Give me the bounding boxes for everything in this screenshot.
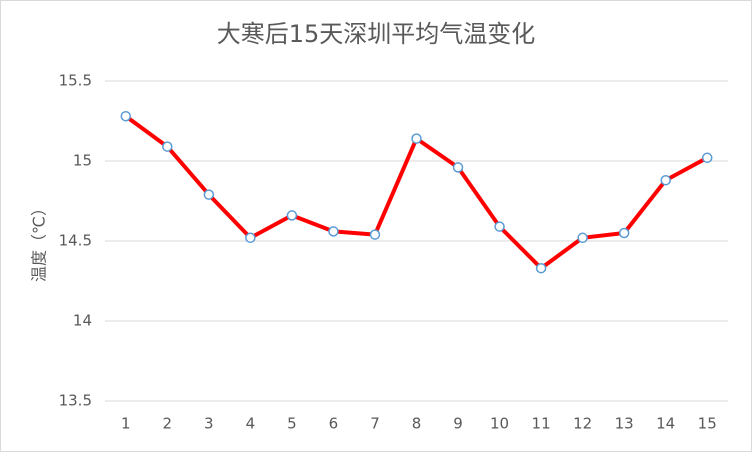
x-tick-label: 15 (698, 415, 717, 433)
marker (369, 229, 381, 240)
marker (162, 141, 173, 152)
x-tick-label: 2 (163, 415, 173, 433)
x-tick-label: 14 (656, 415, 675, 433)
x-tick-label: 4 (246, 415, 256, 433)
y-tick-label: 15.5 (59, 72, 92, 90)
x-tick-label: 1 (121, 415, 131, 433)
x-tick-label: 6 (329, 415, 339, 433)
marker (577, 232, 588, 244)
marker (120, 110, 132, 122)
marker (660, 174, 671, 186)
chart-title: 大寒后15天深圳平均气温变化 (217, 20, 536, 48)
x-tick-label: 3 (204, 415, 214, 433)
y-tick-label: 14 (73, 312, 92, 330)
marker (411, 133, 422, 144)
x-tick-label: 11 (532, 415, 551, 433)
y-axis-label: 温度（℃） (30, 200, 49, 282)
y-tick-label: 14.5 (59, 232, 92, 250)
x-tick-label: 12 (573, 415, 592, 433)
marker (245, 232, 256, 244)
marker (618, 227, 630, 239)
x-tick-label: 13 (615, 415, 634, 433)
x-tick-label: 5 (287, 415, 297, 433)
x-tick-label: 8 (412, 415, 422, 433)
marker (328, 226, 339, 237)
marker (286, 210, 298, 221)
x-tick-label: 9 (453, 415, 463, 433)
marker (701, 152, 713, 164)
x-tick-label: 10 (490, 415, 509, 433)
marker (203, 189, 215, 200)
x-tick-label: 7 (370, 415, 380, 433)
marker (535, 262, 547, 274)
marker (452, 162, 464, 173)
marker (494, 221, 505, 232)
y-tick-label: 13.5 (59, 392, 92, 410)
y-tick-label: 15 (73, 152, 92, 170)
